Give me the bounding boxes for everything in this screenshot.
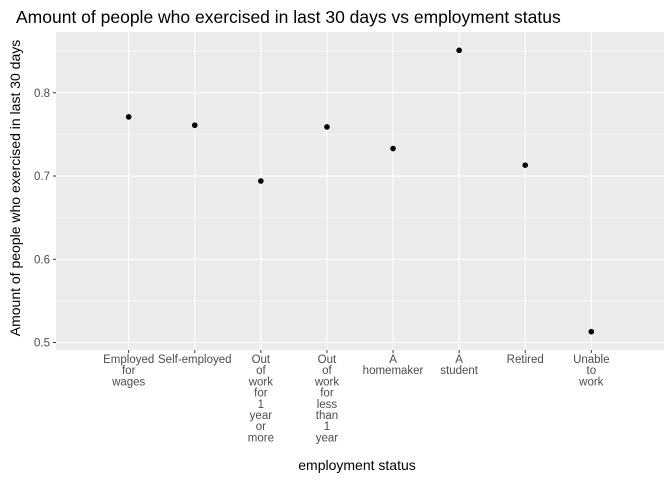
y-tick-label: 0.8 [34,88,50,100]
y-tick-label: 0.7 [34,171,50,183]
y-tick-label: 0.6 [34,254,50,266]
data-point [125,114,132,120]
data-point [588,328,595,335]
data-point [522,162,529,168]
data-point [258,178,264,184]
x-axis-title: employment status [298,457,416,473]
x-tick-label: Out of work for less than 1 year [314,354,340,444]
y-axis: 0.5 0.6 0.7 0.8 [34,88,56,350]
data-point [191,122,198,129]
chart-title: Amount of people who exercised in last 3… [16,7,561,27]
x-tick-label: Self-employed [158,354,232,366]
x-axis: Employed for wages Self-employed Out of work fo… [103,350,610,444]
data-point [390,145,396,152]
y-axis-title: Amount of people who exercised in last 3… [7,40,23,337]
grid-major [56,32,664,350]
data-point [456,47,462,54]
data-point [324,124,330,130]
y-tick-label: 0.5 [34,338,50,350]
x-tick-label: Out of work for 1 year or more [248,354,274,444]
x-tick-label: Retired [507,354,544,366]
x-tick-label: Unable to work [573,354,609,388]
data-points [125,47,595,335]
plot-panel [56,32,664,350]
x-tick-label: Employed for wages [103,354,154,388]
grid-minor [56,50,664,302]
